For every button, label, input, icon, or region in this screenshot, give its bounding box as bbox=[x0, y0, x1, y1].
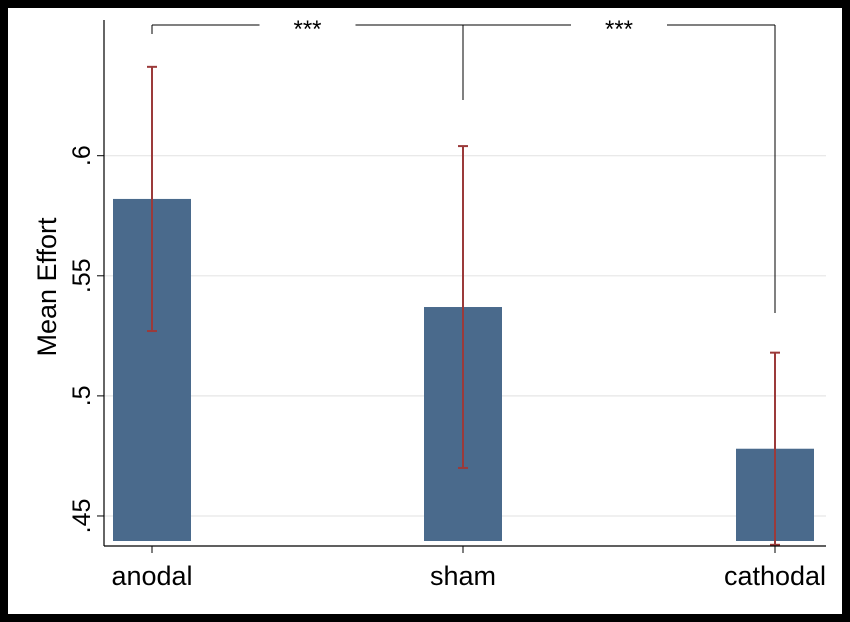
error-bars bbox=[147, 65, 780, 546]
y-tick-label: .55 bbox=[68, 258, 96, 293]
significance-label: *** bbox=[605, 16, 633, 43]
y-tick-label: .45 bbox=[68, 499, 96, 534]
significance-brackets: *** *** bbox=[151, 16, 776, 313]
y-axis-title: Mean Effort bbox=[32, 217, 62, 357]
x-tick-label-anodal: anodal bbox=[111, 561, 192, 591]
axis-labels: .45 .5 .55 .6 anodal sham cathodal bbox=[68, 145, 826, 591]
axes bbox=[97, 20, 826, 553]
y-tick-label: .6 bbox=[68, 145, 96, 166]
x-tick-label-sham: sham bbox=[430, 561, 496, 591]
y-tick-label: .5 bbox=[68, 385, 96, 406]
significance-label: *** bbox=[293, 16, 321, 43]
x-tick-label-cathodal: cathodal bbox=[724, 561, 826, 591]
